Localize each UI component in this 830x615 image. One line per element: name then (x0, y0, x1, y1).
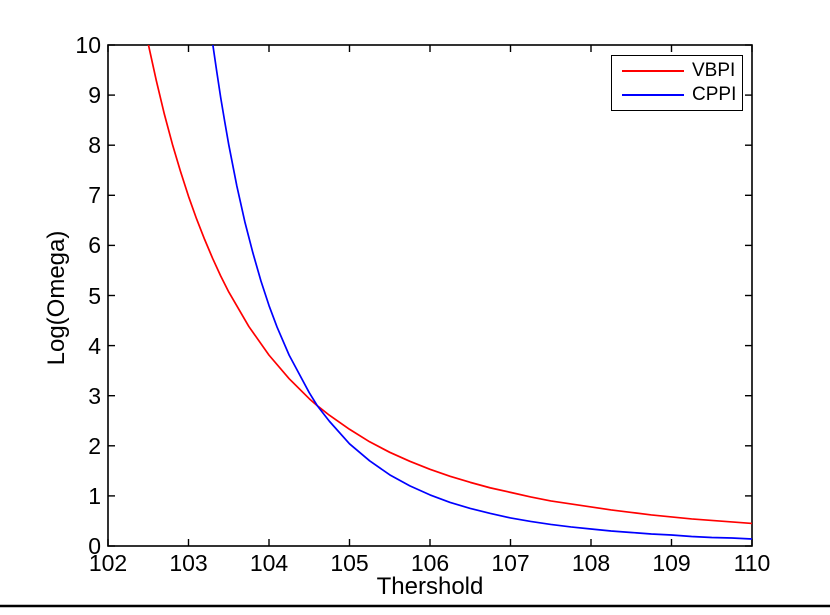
y-tick-label: 10 (75, 32, 101, 58)
x-tick-label: 104 (249, 550, 289, 576)
y-tick-label: 2 (88, 432, 101, 459)
axes-box (107, 44, 753, 547)
x-tick-label: 106 (410, 550, 450, 576)
legend-line-swatch (622, 70, 684, 72)
legend-row-vbpi: VBPI (612, 59, 742, 83)
x-tick-label: 108 (571, 550, 611, 576)
legend-line-swatch (622, 94, 684, 96)
y-tick-label: 9 (88, 82, 101, 109)
x-tick-label: 103 (169, 550, 208, 576)
y-tick-label: 0 (88, 533, 101, 559)
legend: VBPI CPPI (611, 55, 743, 111)
legend-row-cppi: CPPI (612, 83, 742, 107)
curve-vbpi (147, 45, 752, 525)
tick-marks (107, 44, 753, 547)
curve-cppi (212, 45, 752, 540)
x-tick-label: 110 (733, 550, 771, 576)
x-tick-label: 109 (652, 550, 691, 576)
y-tick-label: 8 (88, 132, 101, 159)
y-axis-label: Log(Omega) (43, 230, 70, 366)
y-tick-label: 7 (88, 182, 101, 209)
y-tick-label: 3 (88, 382, 101, 409)
legend-label: VBPI (692, 60, 736, 81)
y-tick-label: 6 (88, 232, 101, 259)
x-tick-label: 107 (491, 550, 530, 576)
x-axis-label: Thershold (376, 573, 484, 600)
x-tick-label: 105 (330, 550, 369, 576)
data-curves (147, 45, 752, 540)
legend-label: CPPI (692, 84, 737, 105)
y-tick-label: 5 (88, 282, 101, 309)
x-tick-label: 102 (88, 550, 128, 576)
y-tick-label: 4 (88, 332, 101, 359)
y-tick-label: 1 (88, 482, 101, 509)
